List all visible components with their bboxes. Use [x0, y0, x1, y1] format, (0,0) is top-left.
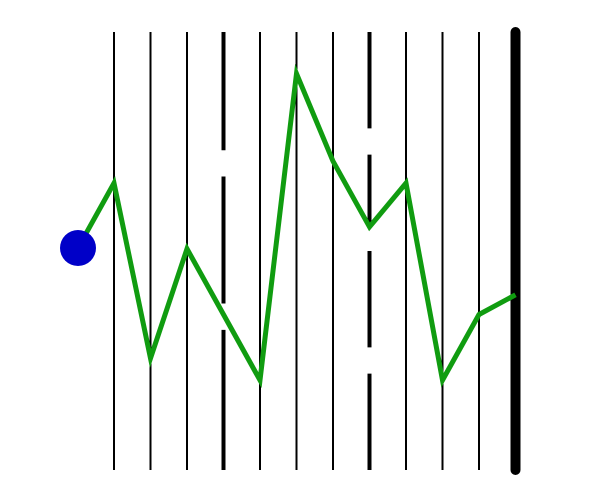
ball-trajectory-path	[75, 63, 517, 389]
player-ball[interactable]	[60, 230, 96, 267]
